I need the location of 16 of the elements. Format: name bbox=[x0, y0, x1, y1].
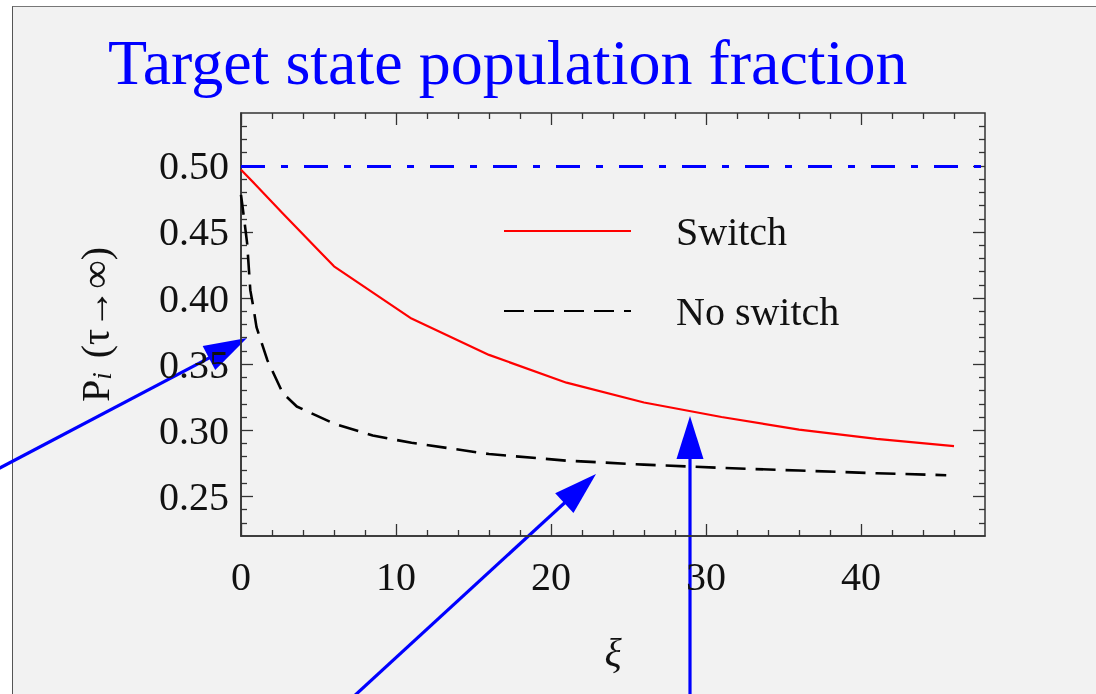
line-series bbox=[239, 168, 956, 448]
y-tick-label: 0.30 bbox=[159, 407, 229, 453]
x-tick-label: 40 bbox=[841, 553, 881, 599]
y-tick-label: 0.40 bbox=[159, 275, 229, 321]
y-axis-title: Pi (τ→∞) bbox=[72, 247, 118, 402]
line-series bbox=[239, 193, 948, 477]
y-tick-label: 0.45 bbox=[159, 209, 229, 255]
x-tick-label: 20 bbox=[531, 553, 571, 599]
x-tick-label: 10 bbox=[376, 553, 416, 599]
y-tick-label: 0.25 bbox=[159, 473, 229, 519]
x-axis-title: ξ bbox=[604, 629, 623, 675]
legend-label: Switch bbox=[676, 208, 788, 254]
chart-title: Target state population fraction bbox=[108, 26, 908, 98]
y-tick-label: 0.50 bbox=[159, 143, 229, 189]
x-tick-label: 0 bbox=[231, 553, 251, 599]
legend-label: No switch bbox=[676, 288, 840, 334]
